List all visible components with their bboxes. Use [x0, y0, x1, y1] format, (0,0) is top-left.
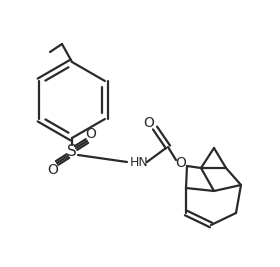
Text: S: S	[67, 144, 77, 159]
Text: HN: HN	[130, 156, 149, 170]
Text: O: O	[48, 163, 59, 177]
Text: O: O	[86, 127, 96, 141]
Text: O: O	[144, 116, 155, 130]
Text: O: O	[176, 156, 186, 170]
